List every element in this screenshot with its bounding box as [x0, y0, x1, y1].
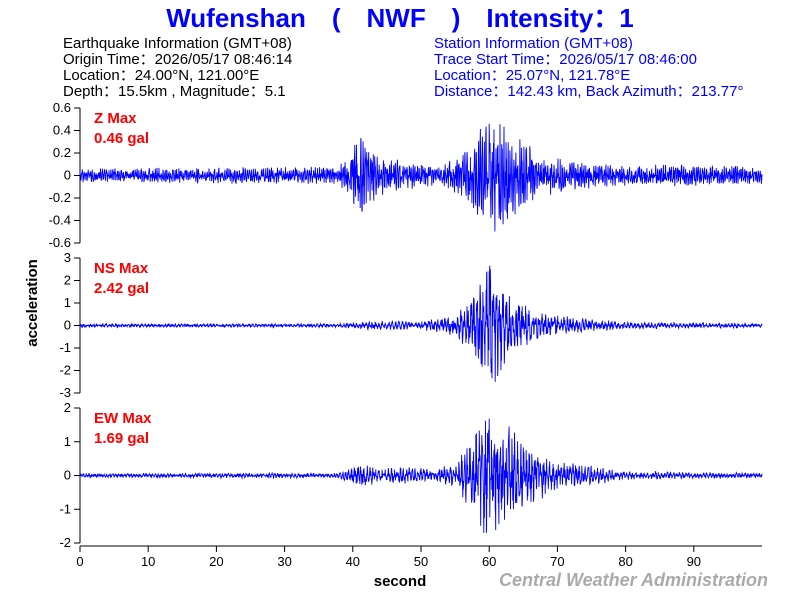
y-tick-label: 0 [64, 468, 71, 483]
y-tick-label: -0.4 [49, 213, 71, 228]
y-tick-label: 0.6 [53, 100, 71, 115]
eq-info-header: Earthquake Information (GMT+08) [63, 35, 292, 52]
y-tick-label: -2 [59, 363, 71, 378]
y-tick-label: 2 [64, 273, 71, 288]
station-info-header: Station Information (GMT+08) [434, 35, 633, 52]
x-tick-label: 20 [209, 554, 223, 569]
y-tick-label: 3 [64, 250, 71, 265]
y-tick-label: -0.2 [49, 190, 71, 205]
x-axis: 0 10 20 30 40 50 60 70 80 90 [76, 545, 762, 569]
agency-credit: Central Weather Administration [499, 570, 768, 590]
station-trace-start: Trace Start Time：2026/05/17 08:46:00 [434, 51, 697, 68]
x-tick-label: 80 [618, 554, 632, 569]
y-tick-label: 1 [64, 295, 71, 310]
max-value-ew: 1.69 gal [94, 430, 149, 447]
x-tick-label: 40 [346, 554, 360, 569]
y-tick-label: -0.6 [49, 235, 71, 250]
station-location: Location：25.07°N, 121.78°E [434, 67, 630, 84]
x-tick-label: 0 [76, 554, 83, 569]
x-tick-label: 50 [414, 554, 428, 569]
x-tick-label: 90 [687, 554, 701, 569]
chart-title: Wufenshan ( NWF ) Intensity：1 [166, 3, 634, 33]
trace-panels: 0.6 0.4 0.2 0 -0.2 -0.4 -0.6 Z Max 0.46 gal 3 2 1 0 -… [49, 100, 763, 550]
y-tick-label: 0 [64, 168, 71, 183]
y-tick-label: 0 [64, 318, 71, 333]
max-value-ns: 2.42 gal [94, 280, 149, 297]
x-tick-label: 10 [141, 554, 155, 569]
station-info: Station Information (GMT+08) Trace Start… [434, 35, 744, 100]
y-tick-label: 2 [64, 400, 71, 415]
x-tick-label: 30 [277, 554, 291, 569]
panel-ns: 3 2 1 0 -1 -2 -3 NS Max 2.42 gal [59, 250, 763, 400]
eq-location: Location：24.00°N, 121.00°E [63, 67, 259, 84]
earthquake-info: Earthquake Information (GMT+08) Origin T… [63, 35, 292, 100]
y-tick-label: 0.2 [53, 145, 71, 160]
station-distance-azimuth: Distance：142.43 km, Back Azimuth：213.77° [434, 83, 744, 100]
x-tick-label: 60 [482, 554, 496, 569]
x-axis-label: second [374, 573, 427, 590]
waveform-ns [79, 265, 763, 382]
max-label-ew: EW Max [94, 410, 152, 427]
y-tick-label: 0.4 [53, 123, 71, 138]
x-tick-label: 70 [550, 554, 564, 569]
y-tick-label: -2 [59, 535, 71, 550]
panel-z: 0.6 0.4 0.2 0 -0.2 -0.4 -0.6 Z Max 0.46 gal [49, 100, 763, 250]
y-tick-label: 1 [64, 434, 71, 449]
panel-ew: 2 1 0 -1 -2 EW Max 1.69 gal [59, 400, 763, 550]
y-tick-label: -1 [59, 340, 71, 355]
max-label-z: Z Max [94, 110, 137, 127]
eq-depth-magnitude: Depth：15.5km , Magnitude：5.1 [63, 83, 286, 100]
y-tick-label: -1 [59, 501, 71, 516]
y-tick-label: -3 [59, 385, 71, 400]
max-value-z: 0.46 gal [94, 130, 149, 147]
waveform-z [79, 123, 763, 232]
y-axis-label: acceleration [24, 259, 41, 347]
max-label-ns: NS Max [94, 260, 149, 277]
waveform-ew [79, 418, 763, 533]
eq-origin-time: Origin Time：2026/05/17 08:46:14 [63, 51, 292, 68]
